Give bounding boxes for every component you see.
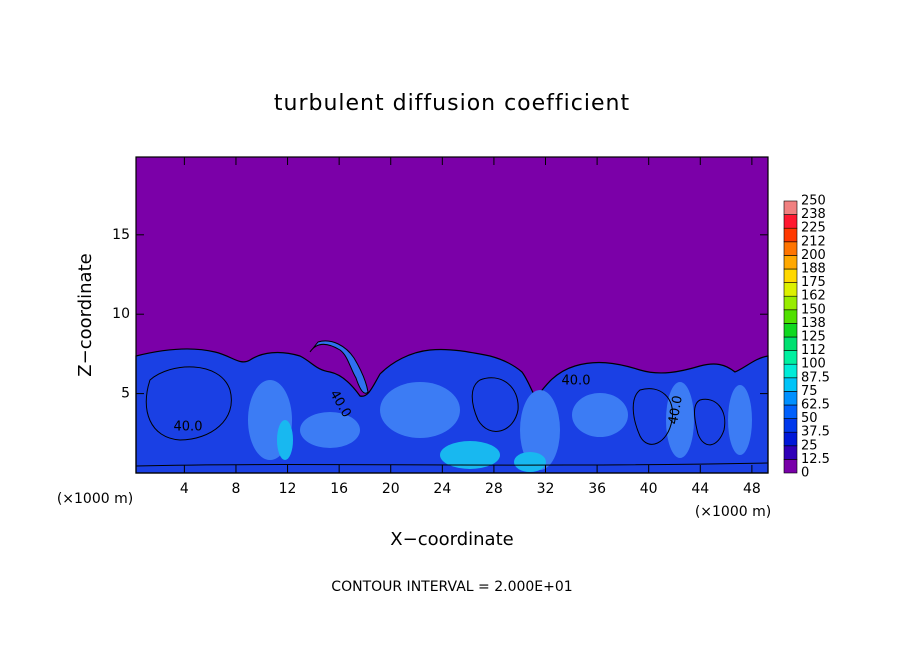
colorbar-label: 125 xyxy=(801,330,826,345)
chart-title: turbulent diffusion coefficient xyxy=(274,91,630,116)
x-tick-label: 4 xyxy=(180,481,189,497)
colorbar-label: 188 xyxy=(801,262,826,277)
colorbar-cell xyxy=(783,350,798,365)
colorbar-cell xyxy=(783,255,798,270)
x-tick-label: 40 xyxy=(640,481,658,497)
colorbar-label: 200 xyxy=(801,248,826,263)
colorbar-cell xyxy=(783,363,798,379)
colorbar-cell xyxy=(783,418,798,433)
colorbar-cell xyxy=(783,295,798,311)
colorbar-cell xyxy=(783,323,798,338)
colorbar-label: 138 xyxy=(801,316,826,331)
x-tick-label: 24 xyxy=(433,481,451,497)
colorbar-label: 162 xyxy=(801,289,826,304)
colorbar-cell xyxy=(783,214,798,229)
y-tick-label: 10 xyxy=(112,306,130,322)
contour-lines xyxy=(135,366,769,467)
colorbar-label: 100 xyxy=(801,357,826,372)
contour-label: 40.0 xyxy=(562,374,591,389)
x-tick-label: 16 xyxy=(330,481,348,497)
colorbar-cell xyxy=(783,309,798,324)
colorbar-cell xyxy=(783,200,798,215)
colorbar-cell xyxy=(783,459,798,474)
colorbar-label: 0 xyxy=(801,466,809,481)
x-tick-label: 20 xyxy=(382,481,400,497)
plot-area: 40.0 40.0 40.0 40.0 xyxy=(135,156,769,474)
colorbar-label: 62.5 xyxy=(801,398,830,413)
colorbar-cell xyxy=(783,445,798,460)
colorbar-label: 212 xyxy=(801,234,826,249)
colorbar-cell xyxy=(783,227,798,243)
colorbar-cell xyxy=(783,377,798,392)
colorbar-label: 175 xyxy=(801,275,826,290)
colorbar-cell xyxy=(783,282,798,297)
colorbar-label: 37.5 xyxy=(801,425,830,440)
contour-label: 40.0 xyxy=(174,420,203,435)
x-tick-label: 32 xyxy=(537,481,555,497)
colorbar-label: 50 xyxy=(801,411,818,426)
colorbar-label: 112 xyxy=(801,343,826,358)
colorbar-cell xyxy=(783,241,798,256)
colorbar-cell xyxy=(783,391,798,406)
x-axis-label: X−coordinate xyxy=(390,529,513,550)
y-axis-label: Z−coordinate xyxy=(75,253,96,376)
colorbar-cell xyxy=(783,431,798,447)
x-tick-label: 48 xyxy=(743,481,761,497)
plot-frame xyxy=(135,156,769,474)
y-tick-label: 5 xyxy=(121,386,130,402)
plume xyxy=(309,340,369,394)
colorbar-label: 150 xyxy=(801,302,826,317)
y-unit-label: (×1000 m) xyxy=(57,491,133,507)
colorbar-label: 238 xyxy=(801,207,826,222)
y-tick-label: 15 xyxy=(112,227,130,243)
field-cores xyxy=(277,420,546,472)
x-tick-label: 8 xyxy=(231,481,240,497)
field-patches xyxy=(248,380,752,470)
colorbar-label: 12.5 xyxy=(801,452,830,467)
colorbar-cell xyxy=(783,336,798,351)
colorbar-label: 25 xyxy=(801,438,818,453)
colorbar-cell xyxy=(783,268,798,283)
x-tick-label: 12 xyxy=(279,481,297,497)
contour-label: 40.0 xyxy=(666,394,686,425)
colorbar-label: 75 xyxy=(801,384,818,399)
x-tick-label: 36 xyxy=(588,481,606,497)
x-tick-label: 44 xyxy=(691,481,709,497)
colorbar-cell xyxy=(783,404,798,419)
colorbar-label: 225 xyxy=(801,221,826,236)
x-tick-label: 28 xyxy=(485,481,503,497)
colorbar-label: 87.5 xyxy=(801,370,830,385)
x-unit-label: (×1000 m) xyxy=(695,504,771,520)
colorbar-label: 250 xyxy=(801,194,826,209)
footer-note: CONTOUR INTERVAL = 2.000E+01 xyxy=(331,579,572,595)
